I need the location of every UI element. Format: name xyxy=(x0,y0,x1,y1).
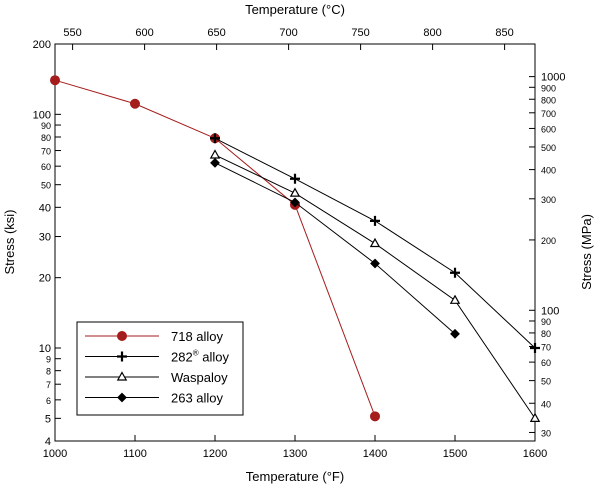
data-point xyxy=(289,187,301,197)
y-right-tick-label: 1000 xyxy=(541,72,565,84)
y-right-tick-label: 100 xyxy=(541,305,559,317)
y-right-tick-label: 50 xyxy=(541,377,551,387)
y-left-tick-label: 90 xyxy=(41,121,51,131)
series-line-2 xyxy=(214,154,536,419)
series-line-3 xyxy=(214,162,456,335)
legend-label: 282® alloy xyxy=(171,349,229,365)
data-point xyxy=(370,215,380,226)
legend-marker xyxy=(116,371,128,381)
legend-marker xyxy=(117,351,127,362)
data-point xyxy=(450,267,460,278)
data-point xyxy=(210,157,220,168)
series-layer xyxy=(50,75,541,422)
x-top-tick-label: 700 xyxy=(279,27,297,39)
y-right-tick-label: 60 xyxy=(541,358,551,368)
legend-box xyxy=(76,321,244,416)
legend-label: 718 alloy xyxy=(171,329,224,344)
y-left-tick-label: 30 xyxy=(39,232,51,244)
data-point xyxy=(290,197,300,208)
data-point xyxy=(370,411,380,422)
x-bottom-tick-label: 1600 xyxy=(523,448,547,460)
top-axis-title: Temperature (°C) xyxy=(245,2,345,17)
y-left-tick-label: 40 xyxy=(39,202,51,214)
data-point xyxy=(209,149,221,159)
y-left-tick-label: 70 xyxy=(41,147,51,157)
data-point xyxy=(130,98,140,109)
right-axis-title: Stress (MPa) xyxy=(579,214,594,290)
x-top-tick-label: 850 xyxy=(495,27,513,39)
y-right-tick-label: 200 xyxy=(541,236,556,246)
x-bottom-tick-label: 1500 xyxy=(443,448,467,460)
legend-marker xyxy=(117,392,127,403)
x-bottom-tick-label: 1200 xyxy=(203,448,227,460)
legend: 718 alloy 282® alloy Waspaloy 263 alloy xyxy=(76,321,244,416)
y-left-tick-label: 80 xyxy=(41,133,51,143)
y-left-tick-label: 100 xyxy=(33,109,51,121)
legend-marker xyxy=(117,331,127,341)
y-right-tick-label: 900 xyxy=(541,83,556,93)
x-bottom-tick-label: 1300 xyxy=(283,448,307,460)
data-point xyxy=(449,294,461,304)
y-left-tick-label: 60 xyxy=(41,162,51,172)
y-left-tick-label: 5 xyxy=(45,413,51,425)
data-point xyxy=(210,133,220,144)
data-point xyxy=(450,328,460,339)
x-top-tick-label: 550 xyxy=(63,27,81,39)
data-point xyxy=(369,237,381,248)
bottom-axis-title: Temperature (°F) xyxy=(246,469,344,484)
y-right-tick-label: 30 xyxy=(541,428,551,438)
legend-label: Waspaloy xyxy=(171,370,228,385)
y-left-tick-label: 200 xyxy=(33,39,51,51)
data-point xyxy=(370,258,380,269)
y-right-tick-label: 300 xyxy=(541,195,556,205)
y-left-tick-label: 6 xyxy=(46,396,51,406)
data-point xyxy=(530,343,540,354)
y-right-tick-label: 40 xyxy=(541,399,551,409)
y-left-tick-label: 20 xyxy=(39,273,51,285)
data-point xyxy=(529,412,541,422)
y-right-tick-label: 90 xyxy=(541,317,551,327)
y-right-tick-label: 400 xyxy=(541,166,556,176)
x-top-tick-label: 600 xyxy=(135,27,153,39)
data-point xyxy=(50,75,60,86)
x-bottom-tick-label: 1000 xyxy=(43,448,67,460)
y-right-tick-label: 70 xyxy=(541,342,551,352)
y-left-tick-label: 7 xyxy=(46,380,51,390)
x-bottom-tick-label: 1100 xyxy=(123,448,147,460)
x-top-tick-label: 650 xyxy=(207,27,225,39)
y-left-tick-label: 4 xyxy=(45,436,51,448)
data-point xyxy=(290,173,300,184)
y-right-tick-label: 800 xyxy=(541,95,556,105)
y-left-tick-label: 9 xyxy=(46,355,51,365)
x-top-tick-label: 800 xyxy=(423,27,441,39)
y-right-tick-label: 80 xyxy=(541,329,551,339)
x-top-tick-label: 750 xyxy=(351,27,369,39)
left-axis-title: Stress (ksi) xyxy=(2,210,17,275)
legend-label: 263 alloy xyxy=(171,391,224,406)
y-right-tick-label: 700 xyxy=(541,109,556,119)
y-left-tick-label: 50 xyxy=(41,181,51,191)
y-left-tick-label: 8 xyxy=(46,367,51,377)
x-bottom-tick-label: 1400 xyxy=(363,448,387,460)
y-right-tick-label: 600 xyxy=(541,124,556,134)
y-left-tick-label: 10 xyxy=(39,343,51,355)
y-right-tick-label: 500 xyxy=(541,143,556,153)
